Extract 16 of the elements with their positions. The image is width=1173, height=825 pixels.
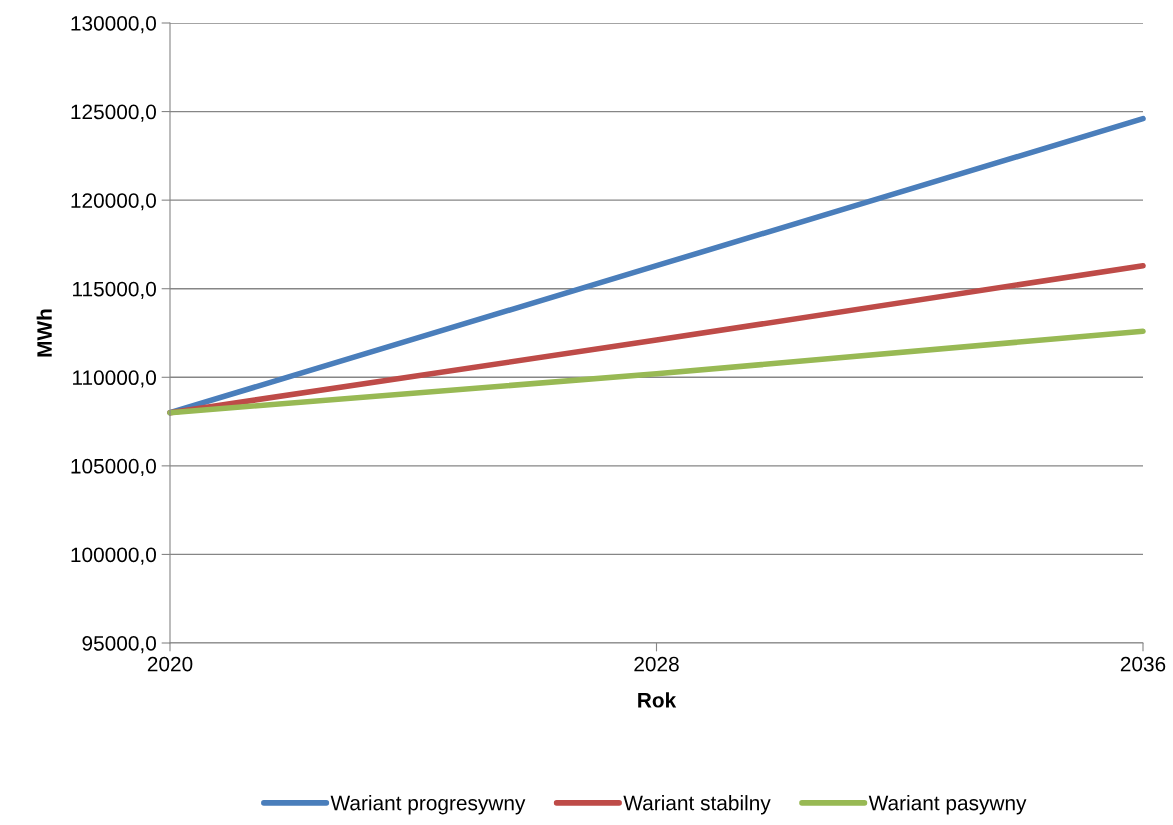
legend-label: Wariant pasywny — [868, 795, 1027, 815]
legend-label: Wariant stabilny — [623, 795, 771, 815]
legend-label: Wariant progresywny — [330, 795, 526, 815]
x-tick-label: 2028 — [634, 656, 679, 672]
y-tick-label: 100000,0 — [71, 547, 156, 565]
y-axis-title: MWh — [36, 309, 52, 357]
y-tick-label: 105000,0 — [71, 458, 156, 477]
x-axis-title: Rok — [638, 692, 677, 708]
y-tick-label: 120000,0 — [71, 193, 156, 211]
y-tick-label: 95000,0 — [82, 636, 156, 654]
y-tick-label: 130000,0 — [71, 16, 156, 34]
x-tick-label: 2020 — [147, 656, 193, 672]
y-tick-label: 110000,0 — [73, 370, 156, 388]
y-tick-label: 125000,0 — [71, 104, 156, 122]
y-tick-label: 115000,0 — [73, 281, 156, 299]
x-tick-label: 2036 — [1120, 656, 1166, 672]
